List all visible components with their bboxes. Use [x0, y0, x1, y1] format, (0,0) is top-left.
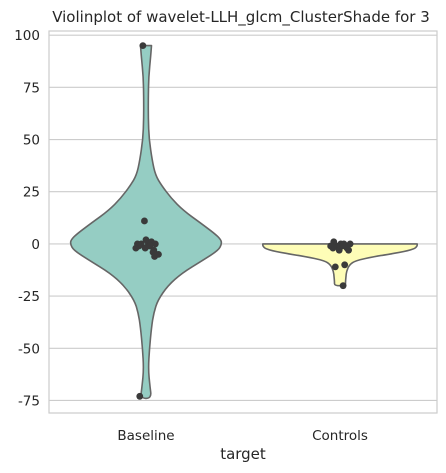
y-tick-label: 0	[31, 237, 40, 253]
data-point	[151, 253, 158, 260]
data-point	[339, 282, 347, 290]
violins	[69, 44, 419, 400]
x-axis-label: target	[220, 445, 266, 463]
data-point	[329, 244, 337, 252]
data-point	[136, 392, 144, 400]
data-point	[151, 240, 159, 248]
data-points	[132, 42, 354, 400]
data-point	[331, 263, 339, 271]
y-tick-label: -50	[18, 341, 40, 357]
data-point	[132, 244, 140, 252]
chart-title: Violinplot of wavelet-LLH_glcm_ClusterSh…	[52, 8, 430, 27]
x-axis-ticks: Baseline Controls	[117, 428, 368, 444]
plot-frame	[48, 30, 438, 414]
y-tick-label: 50	[23, 133, 40, 149]
y-tick-label: 75	[23, 80, 40, 96]
data-point	[141, 217, 148, 225]
data-point	[345, 246, 352, 254]
y-tick-label: -25	[18, 289, 40, 305]
y-tick-label: 25	[23, 185, 40, 201]
data-point	[139, 42, 147, 50]
x-tick-label: Controls	[312, 428, 368, 444]
data-point	[141, 244, 149, 252]
y-tick-label: 100	[14, 28, 40, 44]
data-point	[335, 246, 343, 254]
y-axis-ticks: 100 75 50 25 0 -25 -50 -75	[14, 28, 40, 409]
x-tick-label: Baseline	[117, 428, 174, 444]
data-point	[341, 261, 349, 269]
y-tick-label: -75	[18, 393, 40, 409]
